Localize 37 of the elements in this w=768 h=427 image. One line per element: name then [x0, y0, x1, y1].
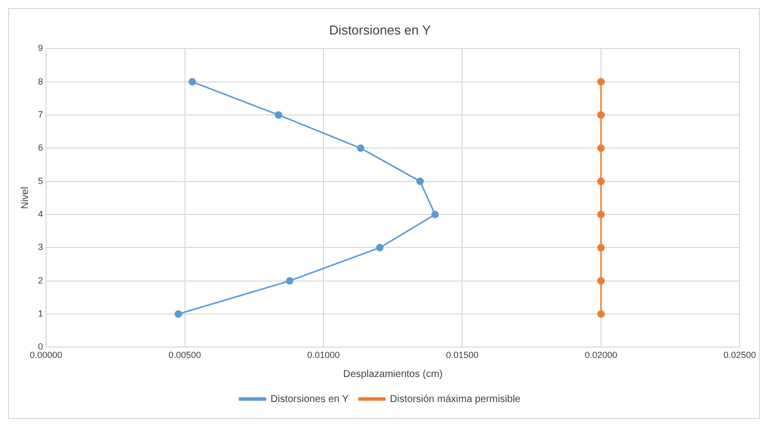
- legend-label: Distorsiones en Y: [270, 394, 350, 405]
- point: [597, 310, 605, 318]
- point: [597, 210, 605, 218]
- point: [416, 178, 424, 186]
- x-axis-title: Desplazamientos (cm): [343, 368, 443, 380]
- y-tick-label: 1: [38, 308, 44, 319]
- point: [597, 244, 605, 252]
- x-tick-label: 0.02500: [723, 350, 756, 360]
- x-tick-label: 0.01000: [307, 350, 340, 360]
- point: [597, 178, 605, 186]
- point: [356, 144, 364, 152]
- y-tick-label: 9: [38, 43, 44, 54]
- point: [174, 310, 182, 318]
- x-tick-label: 0.02000: [584, 350, 618, 360]
- x-tick-label: 0.00500: [168, 350, 202, 360]
- y-axis-title: Nivel: [20, 186, 31, 210]
- x-tick-label: 0.01500: [446, 350, 479, 360]
- point: [597, 78, 605, 86]
- y-tick-label: 0: [38, 342, 44, 352]
- x-tick-label: 0.00000: [30, 350, 62, 360]
- y-tick-label: 5: [38, 176, 44, 186]
- point: [188, 78, 196, 86]
- point: [376, 244, 384, 252]
- chart-title: Distorsiones en Y: [329, 22, 432, 38]
- y-tick-label: 3: [38, 242, 44, 252]
- point: [597, 111, 605, 119]
- legend-label: Distorsión máxima permisible: [390, 394, 521, 405]
- y-tick-label: 7: [38, 109, 44, 120]
- point: [274, 111, 282, 119]
- point: [286, 277, 294, 285]
- y-tick-label: 6: [38, 142, 44, 153]
- y-tick-label: 4: [38, 208, 44, 219]
- point: [597, 144, 605, 152]
- y-tick-label: 8: [38, 76, 44, 86]
- point: [597, 277, 605, 285]
- point: [431, 210, 439, 218]
- y-tick-label: 2: [38, 275, 44, 286]
